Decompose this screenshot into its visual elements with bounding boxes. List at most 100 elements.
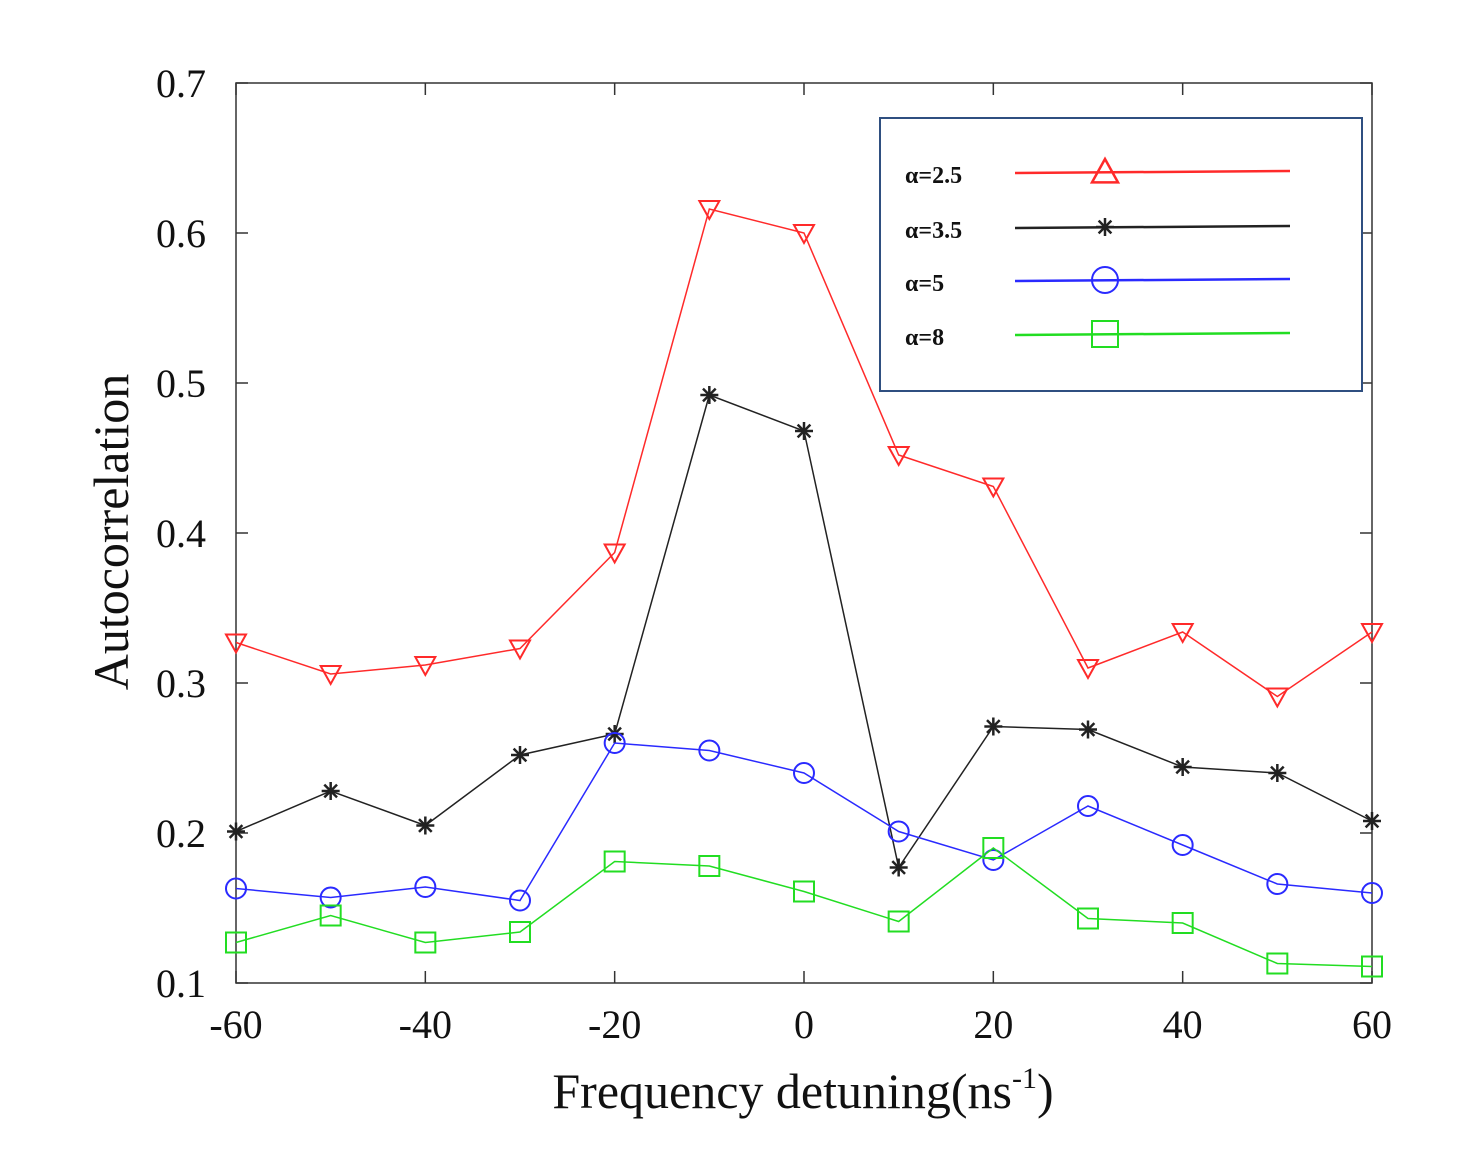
legend-box: [879, 117, 1363, 392]
legend-label: α=5: [905, 271, 944, 297]
data-point: [1077, 907, 1099, 930]
data-point: [1363, 812, 1381, 830]
data-point: [1360, 623, 1384, 645]
data-point: [795, 422, 813, 440]
star-stroke: [228, 824, 244, 839]
data-point: [1076, 659, 1100, 681]
legend-marker: [1091, 266, 1119, 294]
legend-line: [1014, 169, 1291, 175]
series-1: [224, 200, 1384, 709]
legend-label: α=3.5: [905, 218, 962, 244]
data-point: [413, 656, 438, 678]
x-tick-label: -20: [588, 1002, 641, 1047]
data-point: [602, 543, 627, 565]
data-point: [793, 880, 815, 903]
series-line: [235, 847, 1373, 968]
star-stroke: [796, 423, 812, 439]
data-point: [227, 822, 245, 841]
y-tick-label: 0.7: [156, 61, 206, 106]
data-point: [1077, 795, 1099, 817]
data-point: [319, 904, 342, 927]
data-point: [1265, 687, 1290, 709]
data-point: [1170, 623, 1195, 645]
data-point: [792, 224, 816, 246]
y-axis-title: Autocorrelation: [83, 374, 139, 691]
data-point: [414, 931, 437, 954]
data-point: [416, 816, 435, 835]
data-point: [319, 886, 342, 909]
series-line: [235, 742, 1373, 902]
data-point: [887, 910, 910, 933]
data-point: [509, 889, 531, 912]
data-point: [509, 921, 531, 943]
data-point: [1268, 764, 1287, 782]
star-stroke: [1364, 813, 1380, 829]
data-point: [889, 858, 908, 877]
data-point: [225, 931, 247, 954]
series-3: [225, 732, 1383, 912]
data-point: [511, 746, 529, 764]
data-point: [1266, 873, 1289, 895]
data-point: [1173, 758, 1192, 776]
star-stroke: [986, 719, 1001, 734]
data-point: [981, 477, 1006, 499]
data-point: [1361, 955, 1383, 978]
data-point: [984, 717, 1003, 736]
legend: α=2.5 α=3.5 α=5 α=8: [879, 117, 1363, 392]
star-stroke: [323, 783, 338, 799]
legend-marker: [1091, 320, 1119, 348]
data-point: [887, 820, 910, 843]
y-tick-label: 0.3: [156, 661, 206, 706]
star-stroke: [1097, 219, 1113, 235]
data-point: [603, 732, 626, 754]
legend-line: [1014, 277, 1291, 283]
series-4: [225, 837, 1383, 978]
y-tick-label: 0.6: [156, 211, 206, 256]
data-point: [318, 665, 343, 687]
data-point: [1079, 720, 1097, 739]
legend-line: [1014, 331, 1291, 337]
legend-marker: [1096, 218, 1114, 236]
data-point: [508, 639, 532, 661]
data-point: [603, 850, 626, 873]
legend-label: α=8: [905, 325, 944, 351]
legend-label: α=2.5: [905, 163, 962, 189]
star-stroke: [702, 387, 717, 403]
x-axis-title: Frequency detuning(ns-1): [552, 1062, 1053, 1119]
data-point: [982, 849, 1005, 871]
star-stroke: [891, 860, 906, 875]
data-point: [1171, 912, 1194, 934]
x-tick-label: 0: [794, 1002, 814, 1047]
data-point: [1361, 882, 1383, 904]
star-stroke: [1175, 759, 1190, 775]
series-line: [235, 208, 1373, 698]
data-point: [698, 855, 721, 877]
data-point: [698, 739, 721, 762]
data-point: [697, 200, 722, 222]
data-point: [321, 782, 340, 800]
series-layer: [224, 200, 1384, 978]
data-point: [700, 386, 719, 404]
star-stroke: [418, 818, 433, 833]
data-point: [982, 837, 1005, 859]
star-stroke: [1270, 765, 1285, 781]
y-tick-label: 0.1: [156, 961, 206, 1006]
data-point: [414, 876, 437, 898]
star-stroke: [512, 747, 528, 763]
axis-ticks: -60 -40 -20 0 20 40 60 0.1 0.2 0.3 0.4 0.5 0.6 0.7: [156, 61, 1392, 1047]
x-tick-label: 40: [1163, 1002, 1203, 1047]
x-tick-label: -60: [209, 1002, 262, 1047]
y-tick-label: 0.2: [156, 811, 206, 856]
data-point: [793, 762, 815, 784]
data-point: [1171, 834, 1194, 856]
legend-marker: [1089, 156, 1121, 184]
series-2: [227, 386, 1381, 877]
star-stroke: [1080, 722, 1096, 737]
y-tick-label: 0.4: [156, 511, 206, 556]
y-tick-label: 0.5: [156, 361, 206, 406]
legend-line: [1014, 224, 1291, 230]
x-tick-label: 60: [1352, 1002, 1392, 1047]
data-point: [886, 446, 911, 468]
x-tick-label: 20: [973, 1002, 1013, 1047]
